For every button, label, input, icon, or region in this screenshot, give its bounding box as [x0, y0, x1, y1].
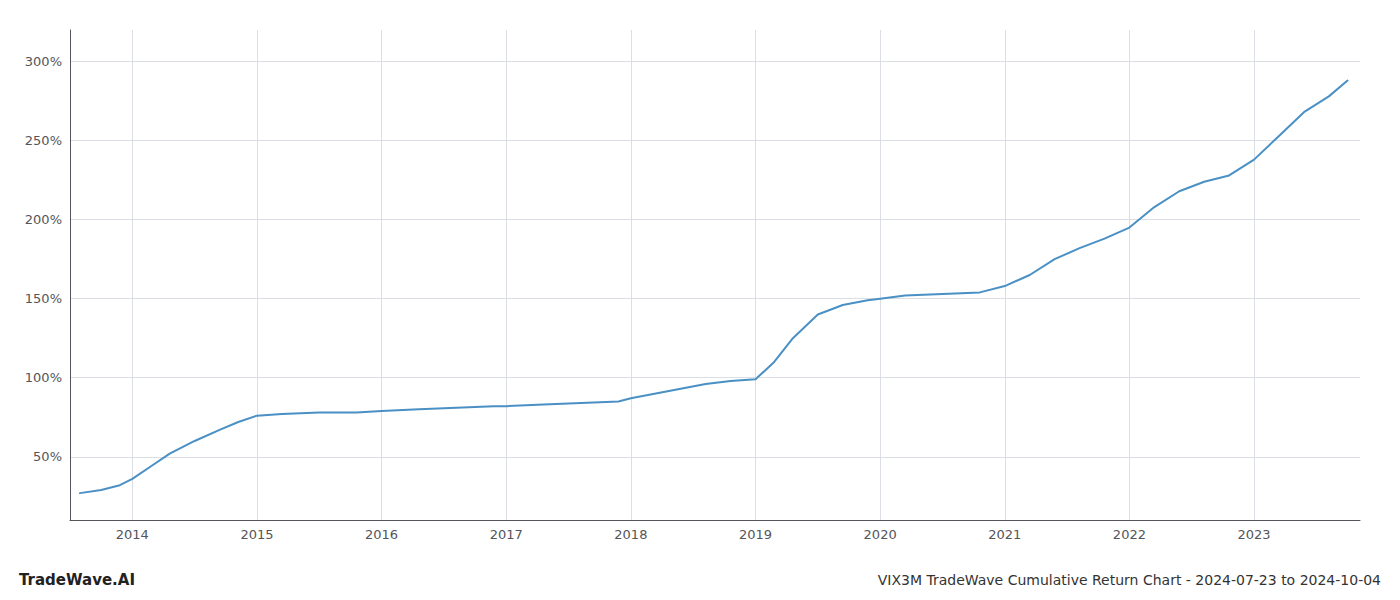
svg-text:250%: 250%	[25, 133, 62, 148]
svg-text:VIX3M TradeWave Cumulative Ret: VIX3M TradeWave Cumulative Return Chart …	[878, 572, 1381, 588]
svg-text:2018: 2018	[614, 527, 647, 542]
svg-text:50%: 50%	[33, 449, 62, 464]
svg-text:200%: 200%	[25, 212, 62, 227]
svg-text:2021: 2021	[988, 527, 1021, 542]
svg-text:300%: 300%	[25, 54, 62, 69]
svg-text:2014: 2014	[116, 527, 149, 542]
svg-text:2016: 2016	[365, 527, 398, 542]
svg-text:100%: 100%	[25, 370, 62, 385]
svg-text:150%: 150%	[25, 291, 62, 306]
svg-text:2019: 2019	[739, 527, 772, 542]
svg-text:TradeWave.AI: TradeWave.AI	[19, 571, 135, 589]
svg-text:2022: 2022	[1113, 527, 1146, 542]
svg-text:2023: 2023	[1238, 527, 1271, 542]
svg-text:2020: 2020	[864, 527, 897, 542]
svg-text:2015: 2015	[240, 527, 273, 542]
svg-text:2017: 2017	[490, 527, 523, 542]
